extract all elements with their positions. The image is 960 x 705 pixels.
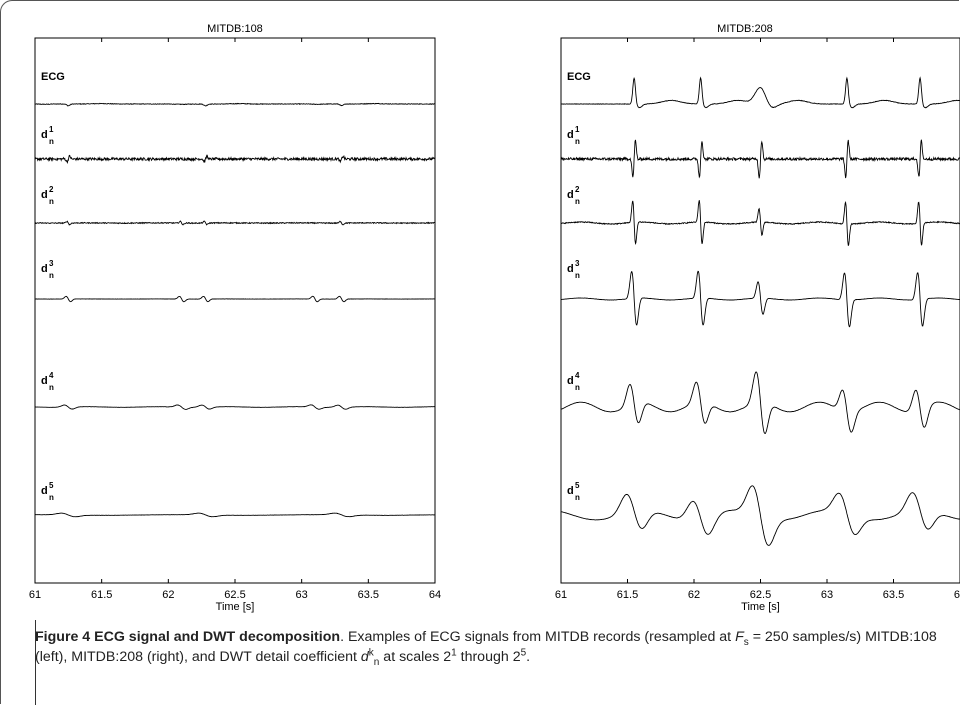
trace-line-d5 <box>560 485 960 546</box>
x-tick-label: 61.5 <box>91 589 112 601</box>
caption-fs-symbol: F <box>735 629 744 645</box>
trace-label-superscript: 5 <box>575 481 580 490</box>
caption-rule <box>35 620 36 705</box>
caption-text-4: through 2 <box>456 649 521 665</box>
caption-text-2: = 250 samples/s) MITDB:108 (left), MITDB… <box>35 629 937 665</box>
trace-label-superscript: 4 <box>575 371 580 380</box>
trace-label-subscript: n <box>49 383 54 392</box>
trace-line-d2 <box>34 220 435 226</box>
figure-caption: Figure 4 ECG signal and DWT decompositio… <box>35 627 955 667</box>
trace-line-d1 <box>34 154 436 164</box>
trace-line-ECG <box>560 76 960 109</box>
trace-label: d <box>567 129 574 141</box>
trace-label-superscript: 1 <box>49 125 54 134</box>
trace-label: d <box>41 189 48 201</box>
caption-fs-sub: s <box>743 636 749 648</box>
caption-title: Figure 4 ECG signal and DWT decompositio… <box>35 629 341 645</box>
trace-line-d3 <box>35 295 436 303</box>
caption-text-3: at scales 2 <box>379 649 452 665</box>
x-tick-label: 64 <box>429 589 441 601</box>
trace-line-d3 <box>560 270 960 328</box>
x-tick-label: 64 <box>954 589 960 601</box>
trace-label-subscript: n <box>575 493 580 502</box>
x-axis-label: Time [s] <box>216 601 255 613</box>
trace-line-d1 <box>560 139 960 179</box>
trace-label: d <box>567 485 574 497</box>
trace-line-d2 <box>560 200 960 246</box>
trace-line-d4 <box>560 371 960 434</box>
caption-scale-sup-1: 1 <box>451 647 457 659</box>
x-tick-label: 62.5 <box>750 589 771 601</box>
panel-title: MITDB:208 <box>717 23 773 35</box>
trace-label-subscript: n <box>49 493 54 502</box>
caption-text-1: . Examples of ECG signals from MITDB rec… <box>340 629 736 645</box>
trace-label: d <box>41 375 48 387</box>
trace-label-subscript: n <box>575 197 580 206</box>
trace-label-superscript: 1 <box>575 125 580 134</box>
x-axis-label: Time [s] <box>741 601 780 613</box>
x-tick-label: 62.5 <box>224 589 245 601</box>
x-tick-label: 63.5 <box>883 589 904 601</box>
trace-label: d <box>567 189 574 201</box>
x-tick-label: 61 <box>555 589 567 601</box>
trace-label-subscript: n <box>49 137 54 146</box>
caption-d-sub: n <box>373 656 380 668</box>
trace-label: ECG <box>567 71 591 83</box>
trace-label-subscript: n <box>575 137 580 146</box>
x-tick-label: 63 <box>821 589 833 601</box>
trace-line-d4 <box>34 404 436 410</box>
x-tick-label: 61.5 <box>617 589 638 601</box>
x-tick-label: 61 <box>29 589 41 601</box>
caption-d-sup: k <box>368 647 374 659</box>
caption-scale-sup-2: 5 <box>520 647 527 659</box>
trace-label-subscript: n <box>49 271 54 280</box>
trace-line-d5 <box>35 512 435 518</box>
x-tick-label: 63 <box>296 589 308 601</box>
trace-label-superscript: 5 <box>49 481 54 490</box>
x-tick-label: 62 <box>688 589 700 601</box>
caption-text-5: . <box>526 649 531 665</box>
trace-label-subscript: n <box>575 383 580 392</box>
trace-label-superscript: 4 <box>49 371 54 380</box>
trace-label-superscript: 3 <box>575 259 580 268</box>
trace-line-ECG <box>34 102 436 107</box>
trace-label: d <box>41 485 48 497</box>
trace-label-subscript: n <box>575 271 580 280</box>
x-tick-label: 62 <box>162 589 174 601</box>
caption-d-symbol: d <box>360 649 369 665</box>
panel-title: MITDB:108 <box>207 23 263 35</box>
trace-label: d <box>567 375 574 387</box>
figure-panels: MITDB:108 61 61.5 62 62.5 63 63.5 64 Time [s] ECG… <box>29 23 960 613</box>
trace-label-subscript: n <box>49 197 54 206</box>
trace-label-superscript: 2 <box>49 185 54 194</box>
trace-label-superscript: 2 <box>575 185 580 194</box>
x-tick-label: 63.5 <box>358 589 379 601</box>
axes-box <box>34 37 436 584</box>
trace-label-superscript: 3 <box>49 259 54 268</box>
trace-label: d <box>41 129 48 141</box>
trace-label: d <box>41 263 48 275</box>
trace-label: d <box>567 263 574 275</box>
trace-label: ECG <box>41 71 65 83</box>
